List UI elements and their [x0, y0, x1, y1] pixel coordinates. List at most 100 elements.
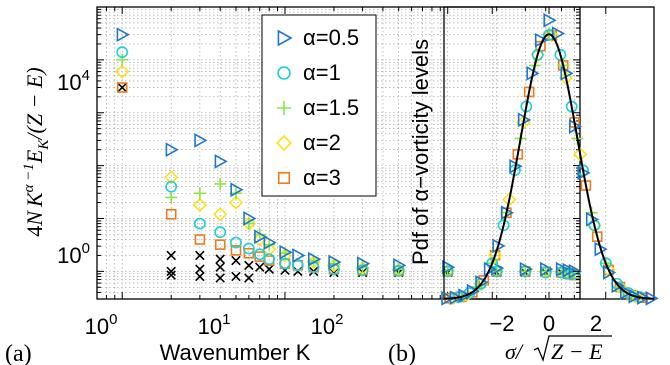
marker-circle — [263, 253, 276, 266]
marker-diamond — [115, 64, 130, 79]
marker-plus — [214, 177, 227, 190]
panel-b-xtick-label: 0 — [543, 311, 555, 336]
marker-plus — [263, 238, 276, 251]
marker-cross — [195, 264, 205, 274]
marker-diamond — [487, 248, 503, 263]
marker-circle — [291, 259, 304, 272]
marker-square — [591, 231, 603, 242]
marker-cross — [231, 271, 241, 282]
marker-triangle — [620, 285, 634, 300]
panel-b-xtick-label: 2 — [590, 311, 602, 336]
marker-cross — [264, 264, 274, 274]
sqrt-sign — [533, 335, 612, 363]
marker-diamond — [473, 277, 489, 292]
panel-b-yaxis-label: Pdf of α−vorticity levels — [408, 39, 433, 265]
marker-cross — [166, 270, 176, 280]
marker-cross — [293, 266, 303, 277]
marker-triangle — [357, 256, 371, 271]
marker-triangle — [611, 278, 625, 294]
marker-triangle — [292, 248, 306, 263]
marker-diamond — [502, 192, 517, 207]
marker-triangle — [263, 235, 277, 250]
panel-b-label: (b) — [388, 341, 416, 365]
gaussian-fit-curve — [443, 33, 655, 300]
panel-b-xaxis-label-num: σ/ — [505, 339, 524, 364]
marker-triangle — [279, 244, 293, 260]
panel-b: −2 0 2 σ/ Z − E Pdf of α−vorticity level… — [388, 6, 659, 365]
marker-triangle — [328, 254, 342, 270]
marker-circle — [242, 242, 255, 255]
marker-triangle — [475, 275, 489, 290]
marker-cross — [215, 273, 225, 283]
marker-plus — [165, 191, 178, 204]
marker-circle — [230, 236, 242, 249]
panel-b-xtick-label: −2 — [489, 311, 514, 336]
panel-a-xaxis-label: Wavenumber K — [160, 340, 311, 365]
marker-cross — [244, 273, 254, 283]
marker-triangle — [540, 261, 554, 277]
marker-triangle — [519, 261, 533, 277]
marker-triangle — [551, 26, 566, 41]
marker-cross — [215, 254, 225, 264]
panel-a-yaxis-label: 4NKα −1EK/(Z − E) — [21, 67, 52, 236]
marker-triangle — [628, 288, 642, 304]
marker-diamond — [275, 134, 293, 152]
marker-diamond — [164, 170, 179, 185]
marker-square — [243, 247, 255, 259]
marker-square — [277, 171, 291, 185]
marker-cross — [329, 267, 339, 278]
marker-cross — [254, 262, 265, 272]
panel-a-xtick-label: 102 — [311, 311, 344, 339]
marker-square — [214, 239, 226, 250]
marker-circle — [497, 219, 510, 232]
marker-triangle — [214, 154, 228, 169]
marker-circle — [253, 248, 266, 261]
marker-plus — [193, 187, 206, 200]
marker-circle — [543, 28, 555, 41]
marker-circle — [165, 180, 178, 193]
marker-triangle — [466, 283, 481, 299]
marker-circle — [193, 217, 206, 230]
marker-triangle — [194, 133, 208, 148]
marker-triangle — [165, 142, 179, 158]
marker-triangle — [555, 261, 570, 277]
marker-triangle — [230, 182, 244, 198]
marker-square — [116, 82, 128, 93]
marker-cross — [231, 255, 241, 266]
marker-cross — [244, 260, 254, 271]
marker-square — [165, 208, 177, 220]
marker-triangle — [441, 290, 455, 306]
marker-circle — [116, 46, 129, 59]
panel-b-grid — [491, 7, 607, 299]
panel-a-marks — [115, 27, 582, 283]
marker-triangle — [568, 263, 582, 279]
panel-b-ticks — [491, 7, 607, 299]
panel-a-label: (a) — [5, 341, 32, 365]
marker-circle — [279, 257, 291, 270]
marker-triangle — [254, 229, 268, 245]
panel-a-ytick-label: 100 — [57, 240, 90, 268]
legend-entry-label: α=2 — [303, 130, 341, 155]
panel-a: 100 101 102 100 104 Wavenumber K 4NKα −1… — [5, 6, 582, 365]
panel-b-xaxis-label-radicand: Z − E — [551, 339, 603, 364]
marker-triangle — [308, 251, 322, 267]
marker-cross — [215, 262, 225, 272]
marker-circle — [277, 66, 291, 80]
panel-b-xaxis-label: σ/ Z − E — [505, 335, 612, 364]
marker-diamond — [228, 195, 244, 210]
legend-box — [261, 14, 377, 197]
marker-cross — [195, 271, 205, 282]
legend-entry-label: α=0.5 — [303, 25, 359, 50]
marker-square — [230, 245, 242, 256]
marker-plus — [116, 53, 129, 66]
marker-circle — [531, 48, 544, 61]
marker-triangle — [543, 12, 557, 28]
marker-triangle — [116, 27, 130, 43]
marker-circle — [328, 263, 340, 276]
legend-entry-label: α=3 — [303, 165, 341, 190]
legend-markers — [275, 29, 293, 185]
marker-triangle — [277, 29, 293, 47]
legend-entry-label: α=1.5 — [303, 95, 359, 120]
panel-a-ytick-label: 104 — [57, 67, 90, 95]
